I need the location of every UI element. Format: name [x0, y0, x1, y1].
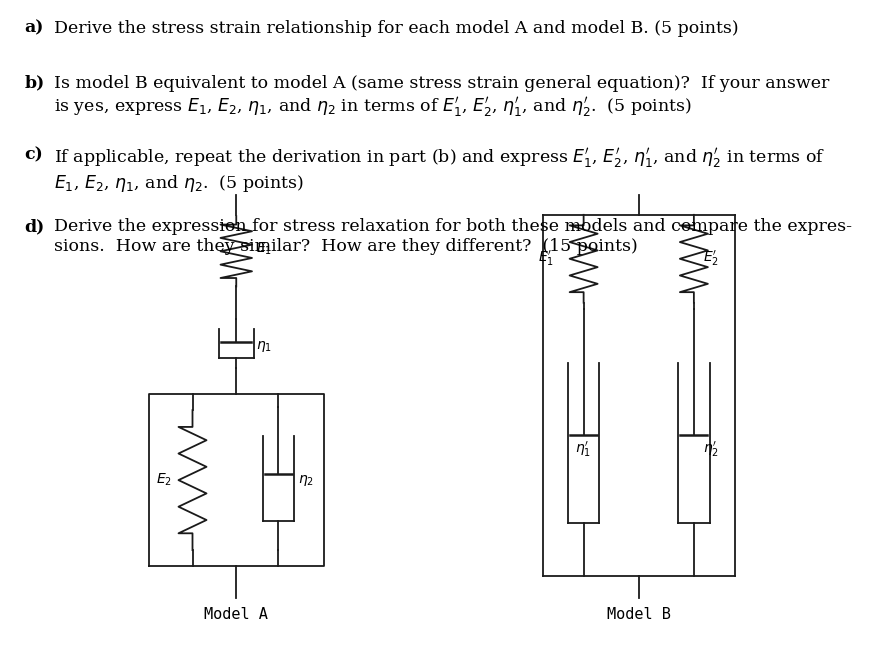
Text: Model A: Model A: [205, 607, 269, 622]
Text: c): c): [24, 146, 43, 163]
Text: $\eta_1$: $\eta_1$: [255, 339, 271, 354]
Text: $\eta_2'$: $\eta_2'$: [703, 439, 718, 459]
Text: Derive the stress strain relationship for each model A and model B. (5 points): Derive the stress strain relationship fo…: [54, 20, 738, 36]
Text: $\eta_2$: $\eta_2$: [298, 473, 313, 488]
Text: Model B: Model B: [607, 607, 671, 622]
Text: $E_1$: $E_1$: [255, 240, 271, 257]
Text: Derive the expression for stress relaxation for both these models and compare th: Derive the expression for stress relaxat…: [54, 218, 852, 255]
Text: $E_1'$: $E_1'$: [538, 249, 554, 268]
Text: d): d): [24, 218, 45, 235]
Text: Is model B equivalent to model A (same stress strain general equation)?  If your: Is model B equivalent to model A (same s…: [54, 75, 829, 119]
Text: $E_2'$: $E_2'$: [703, 249, 718, 268]
Text: a): a): [24, 20, 44, 36]
Text: If applicable, repeat the derivation in part (b) and express $E_1'$, $E_2'$, $\e: If applicable, repeat the derivation in …: [54, 146, 825, 195]
Text: $\eta_1'$: $\eta_1'$: [575, 439, 591, 459]
Text: $E_2$: $E_2$: [156, 472, 172, 488]
Text: b): b): [24, 75, 45, 92]
